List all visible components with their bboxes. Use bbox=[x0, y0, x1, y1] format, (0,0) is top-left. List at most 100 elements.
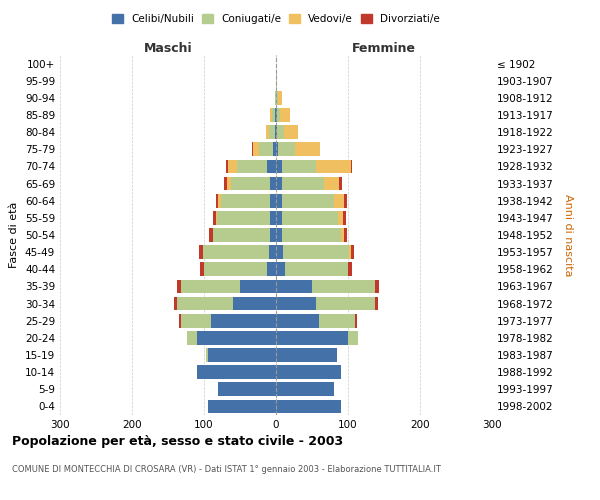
Bar bbox=[252, 142, 253, 156]
Bar bbox=[349, 246, 351, 259]
Bar bbox=[221, 194, 270, 207]
Bar bbox=[268, 160, 276, 173]
Bar bbox=[276, 331, 348, 344]
Bar bbox=[270, 108, 272, 122]
Bar bbox=[208, 348, 276, 362]
Bar bbox=[280, 108, 290, 122]
Bar bbox=[240, 280, 276, 293]
Bar bbox=[275, 126, 276, 139]
Text: Maschi: Maschi bbox=[143, 42, 193, 55]
Bar bbox=[282, 194, 334, 207]
Bar bbox=[218, 194, 221, 207]
Bar bbox=[334, 194, 344, 207]
Bar bbox=[348, 262, 352, 276]
Bar bbox=[266, 126, 269, 139]
Text: Femmine: Femmine bbox=[352, 42, 416, 55]
Bar bbox=[282, 176, 323, 190]
Bar bbox=[276, 126, 277, 139]
Bar bbox=[275, 108, 276, 122]
Bar bbox=[343, 211, 346, 224]
Bar bbox=[270, 194, 276, 207]
Bar bbox=[270, 211, 276, 224]
Bar bbox=[208, 400, 276, 413]
Bar bbox=[204, 262, 268, 276]
Bar bbox=[276, 296, 316, 310]
Bar bbox=[179, 314, 181, 328]
Bar bbox=[282, 160, 316, 173]
Bar bbox=[197, 366, 276, 379]
Bar bbox=[230, 176, 270, 190]
Bar bbox=[224, 176, 227, 190]
Bar bbox=[276, 211, 282, 224]
Bar bbox=[276, 366, 341, 379]
Bar bbox=[344, 194, 347, 207]
Bar bbox=[200, 262, 204, 276]
Bar bbox=[199, 246, 203, 259]
Bar bbox=[348, 331, 358, 344]
Bar bbox=[269, 228, 276, 242]
Bar bbox=[269, 246, 276, 259]
Bar bbox=[214, 228, 269, 242]
Bar bbox=[259, 142, 273, 156]
Bar bbox=[269, 126, 275, 139]
Bar bbox=[282, 228, 341, 242]
Bar bbox=[215, 211, 217, 224]
Bar bbox=[276, 108, 277, 122]
Bar bbox=[270, 176, 276, 190]
Bar bbox=[275, 91, 276, 104]
Bar bbox=[276, 142, 278, 156]
Bar bbox=[209, 228, 212, 242]
Bar bbox=[276, 280, 312, 293]
Bar bbox=[227, 176, 230, 190]
Bar bbox=[341, 228, 344, 242]
Bar bbox=[233, 296, 276, 310]
Bar bbox=[351, 246, 354, 259]
Bar bbox=[206, 348, 208, 362]
Bar bbox=[374, 296, 377, 310]
Bar bbox=[273, 142, 276, 156]
Bar bbox=[276, 314, 319, 328]
Bar bbox=[276, 160, 282, 173]
Bar bbox=[323, 176, 340, 190]
Bar bbox=[338, 211, 343, 224]
Bar bbox=[278, 142, 295, 156]
Bar bbox=[268, 262, 276, 276]
Bar bbox=[295, 142, 320, 156]
Bar bbox=[212, 228, 214, 242]
Bar bbox=[276, 382, 334, 396]
Bar bbox=[237, 160, 268, 173]
Text: Popolazione per età, sesso e stato civile - 2003: Popolazione per età, sesso e stato civil… bbox=[12, 435, 343, 448]
Bar bbox=[272, 108, 275, 122]
Bar bbox=[212, 211, 215, 224]
Bar bbox=[276, 228, 282, 242]
Bar bbox=[276, 262, 284, 276]
Bar bbox=[229, 160, 237, 173]
Text: COMUNE DI MONTECCHIA DI CROSARA (VR) - Dati ISTAT 1° gennaio 2003 - Elaborazione: COMUNE DI MONTECCHIA DI CROSARA (VR) - D… bbox=[12, 465, 441, 474]
Bar bbox=[276, 400, 341, 413]
Bar bbox=[283, 246, 349, 259]
Y-axis label: Fasce di età: Fasce di età bbox=[10, 202, 19, 268]
Bar bbox=[282, 211, 338, 224]
Bar bbox=[355, 314, 356, 328]
Bar bbox=[197, 331, 276, 344]
Bar bbox=[203, 246, 269, 259]
Bar bbox=[181, 280, 240, 293]
Bar bbox=[276, 74, 277, 88]
Bar bbox=[276, 176, 282, 190]
Bar bbox=[217, 211, 270, 224]
Bar bbox=[174, 296, 176, 310]
Bar bbox=[277, 126, 284, 139]
Bar bbox=[276, 194, 282, 207]
Bar bbox=[316, 296, 374, 310]
Bar bbox=[376, 280, 379, 293]
Bar bbox=[211, 314, 276, 328]
Legend: Celibi/Nubili, Coniugati/e, Vedovi/e, Divorziati/e: Celibi/Nubili, Coniugati/e, Vedovi/e, Di… bbox=[108, 10, 444, 29]
Bar bbox=[215, 194, 218, 207]
Bar bbox=[218, 382, 276, 396]
Y-axis label: Anni di nascita: Anni di nascita bbox=[563, 194, 573, 276]
Bar bbox=[284, 126, 298, 139]
Bar bbox=[187, 331, 197, 344]
Bar bbox=[277, 108, 280, 122]
Bar bbox=[344, 228, 347, 242]
Bar bbox=[181, 314, 211, 328]
